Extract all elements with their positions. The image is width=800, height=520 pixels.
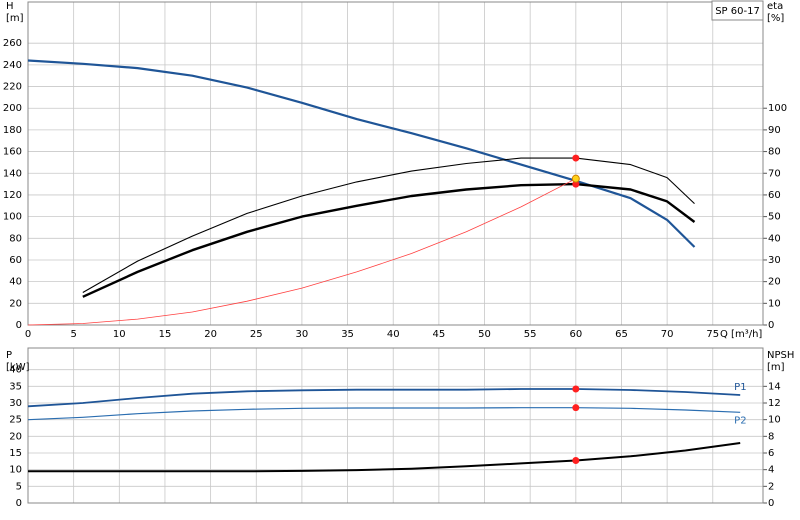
y-tick-label: 120 [3,190,22,201]
curve [28,442,741,473]
y-axis-label: [kW] [6,362,30,373]
y-tick-label: 240 [3,60,22,71]
y-axis-label: [m] [6,13,24,24]
y2-tick-label: 4 [768,465,774,476]
x-tick-label: 0 [25,329,31,340]
y2-tick-label: 60 [768,190,781,201]
curve-label: P2 [734,415,746,426]
x-tick-label: 65 [615,329,628,340]
y-tick-label: 10 [9,465,22,476]
curve-label: P1 [734,382,746,393]
x-tick-label: 40 [387,329,400,340]
y2-tick-label: 100 [768,103,787,114]
chart-title: SP 60-17 [715,6,760,17]
curve [27,407,741,421]
y-tick-label: 140 [3,168,22,179]
y-tick-label: 20 [9,298,22,309]
y2-tick-label: 0 [768,320,774,331]
y-tick-label: 80 [9,233,22,244]
y2-axis-label: eta [767,1,783,12]
y-tick-label: 40 [9,365,22,376]
duty-point [572,457,580,464]
x-tick-label: 70 [661,329,674,340]
y2-tick-label: 8 [768,431,774,442]
plot-frame [27,347,764,504]
y-tick-label: 15 [9,448,22,459]
y-axis-label: P [6,350,12,361]
y-tick-label: 25 [9,415,22,426]
x-axis-label: Q [m³/h] [720,329,762,340]
curve [82,157,695,293]
duty-point [572,404,580,412]
y2-tick-label: 10 [768,415,781,426]
y2-tick-label: 10 [768,298,781,309]
y-tick-label: 200 [3,103,22,114]
y-tick-label: 180 [3,125,22,136]
y-tick-label: 5 [16,481,22,492]
duty-point [572,154,580,162]
x-tick-label: 15 [159,329,172,340]
y-axis-label: H [6,1,14,12]
plot-frame [27,1,764,326]
y2-tick-label: 30 [768,255,781,266]
x-tick-label: 35 [341,329,354,340]
duty-point [572,180,580,188]
y2-tick-label: 90 [768,125,781,136]
curve [27,388,741,408]
curve [82,182,696,298]
y2-axis-label: [m] [767,362,785,373]
y2-tick-label: 12 [768,398,781,409]
x-tick-label: 75 [706,329,719,340]
y-tick-label: 0 [16,498,22,509]
y2-tick-label: 40 [768,233,781,244]
y2-tick-label: 2 [768,481,774,492]
duty-point [572,385,580,393]
y2-tick-label: 14 [768,381,781,392]
y2-tick-label: 70 [768,168,781,179]
y-tick-label: 60 [9,255,22,266]
y-tick-label: 40 [9,277,22,288]
x-tick-label: 10 [113,329,126,340]
y2-tick-label: 20 [768,277,781,288]
x-tick-label: 45 [433,329,446,340]
y2-tick-label: 50 [768,212,781,223]
y-tick-label: 0 [16,320,22,331]
y2-tick-label: 6 [768,448,774,459]
y-tick-label: 220 [3,82,22,93]
y2-tick-label: 80 [768,147,781,158]
curve [27,59,696,248]
x-tick-label: 30 [296,329,309,340]
curve [27,178,576,326]
y2-tick-label: 0 [768,498,774,509]
y-tick-label: 260 [3,38,22,49]
x-tick-label: 25 [250,329,263,340]
y-tick-label: 30 [9,398,22,409]
x-tick-label: 20 [204,329,217,340]
x-tick-label: 50 [478,329,491,340]
y2-axis-label: NPSH [767,350,794,361]
x-tick-label: 5 [70,329,76,340]
y-tick-label: 100 [3,212,22,223]
y-tick-label: 35 [9,381,22,392]
x-tick-label: 55 [524,329,537,340]
y-tick-label: 20 [9,431,22,442]
y-tick-label: 160 [3,147,22,158]
duty-point [571,174,580,183]
x-tick-label: 60 [569,329,582,340]
title-box [711,0,764,21]
y2-axis-label: [%] [767,13,784,24]
